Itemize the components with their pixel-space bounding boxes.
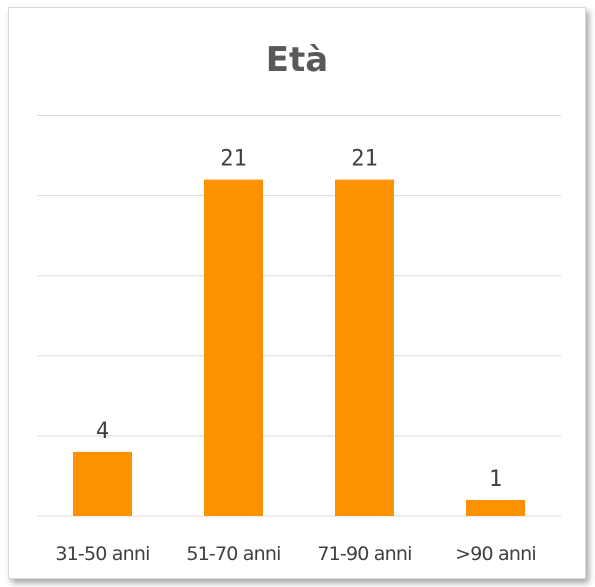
x-tick-label: 51-70 anni	[186, 543, 280, 565]
bar-chart: 4 31-50 anni 21 51-70 anni 21 71-90 anni 1 >90 …	[37, 115, 561, 565]
bar	[73, 451, 132, 516]
bar	[335, 179, 394, 516]
chart-frame: Età 4 31-50 anni 21 51-70 anni 21 71-90 anni 1…	[8, 7, 586, 579]
data-label: 21	[351, 147, 378, 172]
x-tick-label: >90 anni	[455, 543, 536, 565]
data-label: 4	[96, 419, 109, 444]
data-label: 1	[489, 467, 502, 492]
bar	[466, 499, 525, 516]
chart-title: Età	[265, 40, 329, 80]
x-tick-label: 31-50 anni	[55, 543, 149, 565]
data-label: 21	[220, 147, 247, 172]
bar	[204, 179, 263, 516]
x-tick-label: 71-90 anni	[317, 543, 411, 565]
